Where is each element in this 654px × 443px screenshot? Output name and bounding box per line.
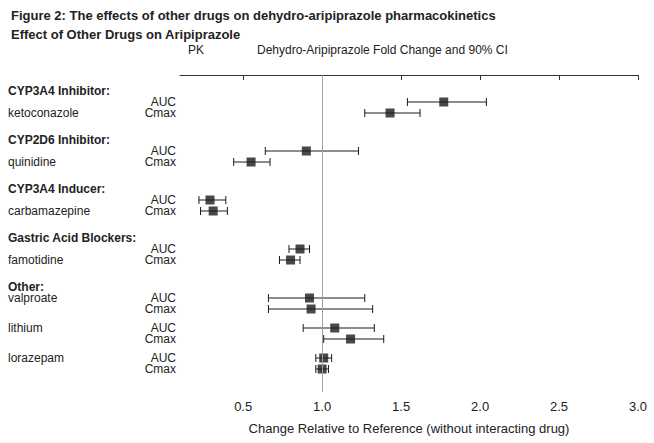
svg-text:lithium: lithium [8, 321, 43, 335]
svg-text:AUC: AUC [150, 193, 176, 207]
svg-text:PK: PK [188, 43, 204, 57]
svg-text:AUC: AUC [150, 95, 176, 109]
svg-text:Cmax: Cmax [145, 204, 176, 218]
svg-text:carbamazepine: carbamazepine [8, 204, 90, 218]
svg-text:quinidine: quinidine [8, 155, 56, 169]
svg-text:1.0: 1.0 [313, 399, 331, 414]
svg-text:Dehydro-Aripiprazole Fold Chan: Dehydro-Aripiprazole Fold Change and 90%… [257, 43, 508, 57]
svg-text:AUC: AUC [150, 144, 176, 158]
svg-text:ketoconazole: ketoconazole [8, 106, 79, 120]
svg-text:2.0: 2.0 [471, 399, 489, 414]
svg-text:CYP3A4 Inhibitor:: CYP3A4 Inhibitor: [8, 84, 110, 98]
svg-text:0.5: 0.5 [234, 399, 252, 414]
svg-text:Cmax: Cmax [145, 253, 176, 267]
svg-text:Cmax: Cmax [145, 106, 176, 120]
svg-text:AUC: AUC [150, 291, 176, 305]
svg-text:CYP3A4 Inducer:: CYP3A4 Inducer: [8, 182, 105, 196]
svg-text:Effect of Other Drugs on Aripi: Effect of Other Drugs on Aripiprazole [11, 27, 240, 42]
svg-text:Cmax: Cmax [145, 332, 176, 346]
svg-text:2.5: 2.5 [550, 399, 568, 414]
svg-text:AUC: AUC [150, 351, 176, 365]
svg-text:Cmax: Cmax [145, 362, 176, 376]
svg-text:AUC: AUC [150, 321, 176, 335]
svg-text:AUC: AUC [150, 242, 176, 256]
svg-text:famotidine: famotidine [8, 253, 64, 267]
svg-text:3.0: 3.0 [629, 399, 647, 414]
svg-text:1.5: 1.5 [392, 399, 410, 414]
svg-text:Cmax: Cmax [145, 302, 176, 316]
svg-text:Other:: Other: [8, 280, 44, 294]
svg-text:Gastric Acid Blockers:: Gastric Acid Blockers: [8, 231, 136, 245]
svg-text:Figure 2: The effects of other: Figure 2: The effects of other drugs on … [11, 8, 496, 23]
svg-text:lorazepam: lorazepam [8, 351, 64, 365]
svg-text:valproate: valproate [8, 291, 58, 305]
svg-text:Cmax: Cmax [145, 155, 176, 169]
svg-text:Change Relative to Reference (: Change Relative to Reference (without in… [249, 421, 570, 436]
svg-text:CYP2D6 Inhibitor:: CYP2D6 Inhibitor: [8, 133, 110, 147]
